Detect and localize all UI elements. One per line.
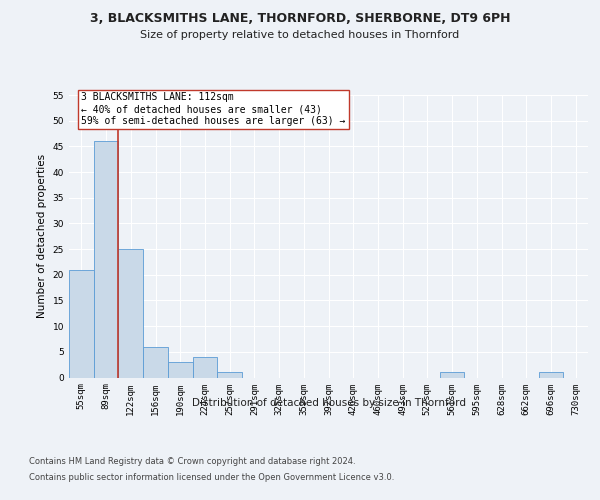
Bar [440,372,464,378]
Bar [118,249,143,378]
Text: 3 BLACKSMITHS LANE: 112sqm
← 40% of detached houses are smaller (43)
59% of semi: 3 BLACKSMITHS LANE: 112sqm ← 40% of deta… [82,92,346,126]
Bar [94,141,118,378]
Text: Contains HM Land Registry data © Crown copyright and database right 2024.: Contains HM Land Registry data © Crown c… [29,458,355,466]
Y-axis label: Number of detached properties: Number of detached properties [37,154,47,318]
Bar [69,270,94,378]
Bar [539,372,563,378]
Text: 3, BLACKSMITHS LANE, THORNFORD, SHERBORNE, DT9 6PH: 3, BLACKSMITHS LANE, THORNFORD, SHERBORN… [90,12,510,26]
Text: Distribution of detached houses by size in Thornford: Distribution of detached houses by size … [192,398,466,407]
Bar [168,362,193,378]
Bar [143,346,168,378]
Text: Contains public sector information licensed under the Open Government Licence v3: Contains public sector information licen… [29,472,394,482]
Text: Size of property relative to detached houses in Thornford: Size of property relative to detached ho… [140,30,460,40]
Bar [217,372,242,378]
Bar [193,357,217,378]
